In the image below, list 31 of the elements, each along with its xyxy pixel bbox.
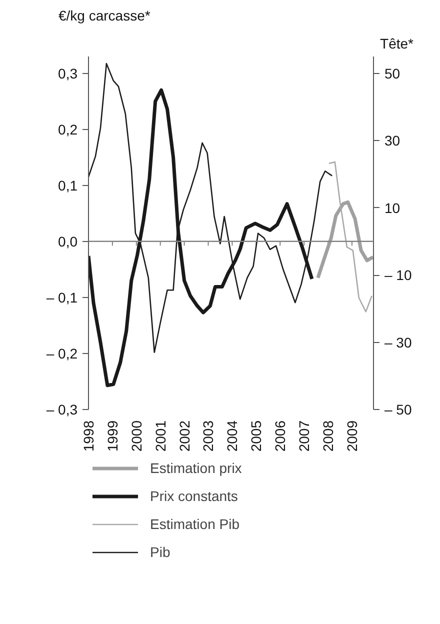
x-tick-label: 2001	[152, 420, 168, 452]
x-tick-label: 1998	[80, 420, 96, 452]
y2-tick-label: 50	[384, 65, 400, 82]
x-tick-label: 2000	[128, 420, 144, 452]
legend-label: Estimation prix	[150, 460, 242, 476]
x-tick-label: 2006	[272, 420, 288, 452]
y-tick-label: – 0,2	[46, 345, 78, 362]
x-tick-label: 1999	[104, 420, 120, 452]
x-tick-label: 2007	[296, 420, 312, 452]
y-tick-label: 0,2	[58, 121, 78, 138]
x-tick-label: 2008	[320, 420, 336, 452]
y-axis-title: €/kg carcasse*	[58, 8, 151, 24]
y-tick-label: – 0,1	[46, 289, 78, 306]
legend-label: Estimation Pib	[150, 516, 240, 532]
x-tick-label: 2005	[248, 420, 264, 452]
y2-tick-label: – 10	[384, 267, 412, 284]
y-tick-label: – 0,3	[46, 402, 78, 418]
y2-tick-label: – 30	[384, 334, 412, 350]
x-tick-label: 2009	[344, 420, 360, 452]
y-tick-label: 0,1	[58, 177, 78, 194]
y-tick-label: 0,0	[58, 233, 78, 250]
x-tick-label: 2003	[200, 420, 216, 452]
y2-tick-label: – 50	[384, 402, 412, 418]
legend-label: Prix constants	[150, 488, 238, 504]
y-tick-label: 0,3	[58, 65, 78, 82]
y2-axis-title: Tête*	[380, 36, 414, 52]
y2-tick-label: 10	[384, 200, 400, 216]
x-tick-label: 2004	[224, 420, 240, 452]
y2-tick-label: 30	[384, 132, 400, 149]
x-tick-label: 2002	[176, 420, 192, 452]
legend-label: Pib	[150, 544, 170, 560]
